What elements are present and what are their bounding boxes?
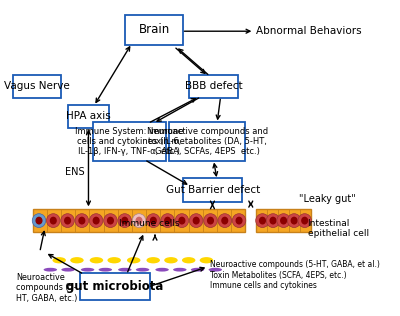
- Text: Gut Barrier defect: Gut Barrier defect: [166, 185, 260, 195]
- Ellipse shape: [61, 214, 74, 228]
- Ellipse shape: [190, 214, 203, 228]
- Ellipse shape: [75, 214, 88, 228]
- Ellipse shape: [121, 217, 128, 225]
- Ellipse shape: [90, 214, 103, 228]
- Ellipse shape: [132, 214, 146, 228]
- Ellipse shape: [146, 214, 160, 228]
- Ellipse shape: [107, 217, 114, 225]
- Text: BBB defect: BBB defect: [185, 82, 242, 91]
- Ellipse shape: [290, 217, 298, 225]
- Ellipse shape: [150, 217, 157, 225]
- Ellipse shape: [98, 268, 112, 271]
- Text: Neuroactive
compounds (5-
HT, GABA, etc.): Neuroactive compounds (5- HT, GABA, etc.…: [16, 273, 77, 303]
- Ellipse shape: [204, 214, 217, 228]
- Ellipse shape: [218, 214, 232, 228]
- Ellipse shape: [146, 257, 160, 264]
- Ellipse shape: [118, 268, 132, 271]
- Text: Immune System: immune
cells and cytokines (IL-6,
IL-1β, IFN-γ, TNF-α, etc.): Immune System: immune cells and cytokine…: [75, 127, 184, 156]
- Text: ENS: ENS: [64, 167, 84, 177]
- Ellipse shape: [175, 214, 189, 228]
- Ellipse shape: [221, 217, 228, 225]
- Ellipse shape: [127, 257, 140, 264]
- Ellipse shape: [207, 217, 214, 225]
- Text: Abnormal Behaviors: Abnormal Behaviors: [256, 26, 362, 36]
- Ellipse shape: [108, 257, 121, 264]
- Ellipse shape: [182, 257, 196, 264]
- Ellipse shape: [81, 268, 94, 271]
- FancyBboxPatch shape: [183, 179, 242, 202]
- Ellipse shape: [64, 217, 71, 225]
- Ellipse shape: [270, 217, 276, 225]
- Ellipse shape: [52, 257, 66, 264]
- Ellipse shape: [118, 214, 132, 228]
- Ellipse shape: [104, 214, 117, 228]
- Text: Brain: Brain: [138, 23, 170, 36]
- Ellipse shape: [200, 257, 213, 264]
- Ellipse shape: [164, 257, 178, 264]
- FancyBboxPatch shape: [189, 75, 238, 98]
- Ellipse shape: [298, 214, 312, 228]
- FancyBboxPatch shape: [169, 122, 246, 161]
- Ellipse shape: [191, 268, 204, 271]
- FancyBboxPatch shape: [256, 209, 311, 232]
- Ellipse shape: [277, 214, 290, 228]
- Ellipse shape: [70, 257, 84, 264]
- Ellipse shape: [155, 268, 169, 271]
- FancyBboxPatch shape: [80, 273, 150, 300]
- Ellipse shape: [78, 217, 86, 225]
- Ellipse shape: [173, 268, 186, 271]
- Ellipse shape: [44, 268, 57, 271]
- Ellipse shape: [208, 268, 222, 271]
- Ellipse shape: [280, 217, 287, 225]
- Text: Neuroactive compounds (5-HT, GABA, et al.)
Toxin Metabolites (SCFA, 4EPS, etc.)
: Neuroactive compounds (5-HT, GABA, et al…: [210, 260, 380, 290]
- Ellipse shape: [236, 217, 243, 225]
- Ellipse shape: [287, 214, 301, 228]
- Text: Neuroactive compounds and
toxin metabolites (DA, 5-HT,
GABA, SCFAs, 4EPS  etc.): Neuroactive compounds and toxin metaboli…: [147, 127, 268, 156]
- Ellipse shape: [50, 217, 57, 225]
- Ellipse shape: [232, 214, 246, 228]
- Ellipse shape: [136, 268, 149, 271]
- FancyBboxPatch shape: [68, 105, 109, 128]
- Text: Intestinal
epithelial cell: Intestinal epithelial cell: [308, 219, 369, 239]
- Ellipse shape: [259, 217, 266, 225]
- Ellipse shape: [301, 217, 308, 225]
- FancyBboxPatch shape: [93, 122, 166, 161]
- Ellipse shape: [32, 214, 46, 228]
- Text: HPA axis: HPA axis: [66, 111, 111, 121]
- Ellipse shape: [61, 268, 75, 271]
- Ellipse shape: [193, 217, 200, 225]
- Ellipse shape: [266, 214, 280, 228]
- Ellipse shape: [256, 214, 269, 228]
- Ellipse shape: [161, 214, 174, 228]
- Ellipse shape: [178, 217, 186, 225]
- FancyBboxPatch shape: [33, 209, 246, 232]
- Ellipse shape: [93, 217, 100, 225]
- Ellipse shape: [90, 257, 103, 264]
- Text: gut microbiota: gut microbiota: [66, 280, 164, 293]
- Ellipse shape: [46, 214, 60, 228]
- FancyBboxPatch shape: [13, 75, 61, 98]
- Text: Immune cells: Immune cells: [119, 219, 180, 228]
- FancyBboxPatch shape: [125, 15, 183, 45]
- Ellipse shape: [36, 217, 42, 225]
- Ellipse shape: [136, 217, 142, 225]
- Text: Vagus Nerve: Vagus Nerve: [4, 82, 70, 91]
- Text: "Leaky gut": "Leaky gut": [299, 194, 356, 204]
- Ellipse shape: [164, 217, 171, 225]
